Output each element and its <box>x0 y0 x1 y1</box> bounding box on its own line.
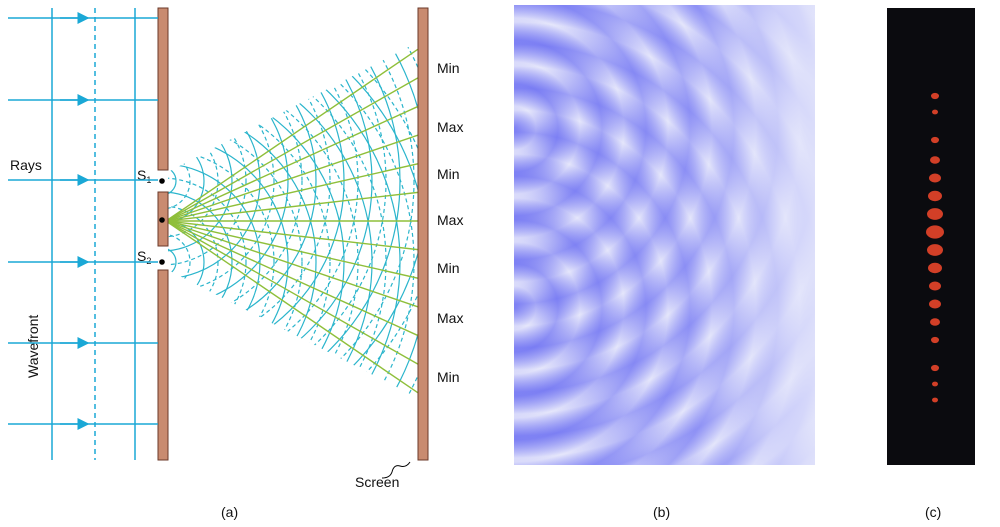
wave-arc <box>168 138 205 224</box>
wave-arc <box>168 51 373 398</box>
fringe-spot <box>927 208 943 220</box>
fringe-spot <box>932 381 938 387</box>
barrier <box>157 7 169 171</box>
wave-arc <box>168 177 247 347</box>
wave-arc <box>168 42 415 398</box>
fringe-spot <box>931 92 939 100</box>
screen-position-label: Min <box>437 166 460 182</box>
fringe-spot <box>926 225 944 239</box>
fringe-spot <box>928 190 942 202</box>
wave-arc <box>168 219 205 305</box>
wave-arc <box>168 42 331 350</box>
barrier <box>157 269 169 461</box>
slit-letter: S <box>137 167 146 183</box>
wave-arc <box>168 191 233 333</box>
interference-line <box>168 220 418 252</box>
fringe-spot <box>927 244 943 256</box>
screen-position-label: Max <box>437 119 463 135</box>
interference-line <box>168 100 418 222</box>
interference-line <box>168 130 418 222</box>
wave-arc <box>168 82 261 280</box>
screen-label: Screen <box>355 474 399 490</box>
wave-arc <box>168 42 303 322</box>
wave-arc <box>168 110 233 252</box>
caption: (a) <box>221 504 238 520</box>
slit-sub: 2 <box>146 256 151 266</box>
wavefront-label: Wavefront <box>25 315 41 378</box>
wave-arc <box>168 65 359 398</box>
fringe-spot <box>931 136 939 144</box>
wave-arc <box>168 163 261 361</box>
fringe-spot <box>931 336 939 344</box>
wave-arc <box>168 233 191 291</box>
fringe-spot <box>932 397 938 403</box>
wave-arc <box>168 42 415 398</box>
wave-arc <box>168 42 359 378</box>
fringe-spot <box>930 156 940 164</box>
screen-position-label: Min <box>437 369 460 385</box>
panel-b: (b) <box>514 5 815 520</box>
screen-pointer <box>381 461 411 479</box>
wave-arc <box>168 68 275 294</box>
wave-arc <box>168 149 275 375</box>
interference-line <box>168 70 418 222</box>
wave-arc <box>168 42 317 336</box>
wave-arc <box>168 93 331 398</box>
screen <box>417 7 429 461</box>
wave-arc <box>168 42 373 392</box>
interference-pattern <box>168 42 418 398</box>
slit-dot <box>159 217 165 223</box>
interference-line <box>168 220 418 372</box>
fringe-spot <box>929 281 941 291</box>
fringe-spot <box>931 364 939 372</box>
caption: (c) <box>925 504 941 520</box>
panel-a: Rays Wavefront S1 S2 Screen (a) MinMaxMi… <box>8 7 463 520</box>
screen-position-label: Max <box>437 212 463 228</box>
fringe-spot <box>932 109 938 115</box>
wave-arc <box>168 42 418 398</box>
fringe-spot <box>930 318 940 326</box>
slit-dot <box>159 259 165 265</box>
slit-label: S1 <box>137 167 151 185</box>
fringe-spot <box>929 299 941 309</box>
wave-arc <box>168 54 289 308</box>
fringe-spot <box>928 262 942 274</box>
wave-arc <box>168 166 177 196</box>
screen-position-label: Max <box>437 310 463 326</box>
interference-line <box>168 160 418 222</box>
wave-arc <box>168 121 303 398</box>
slit-dot <box>159 178 165 184</box>
slit-letter: S <box>137 248 146 264</box>
caption: (b) <box>653 504 670 520</box>
wave-arc <box>168 42 401 398</box>
wave-arc <box>168 107 317 398</box>
panel-c: (c) <box>887 8 975 520</box>
wave-arc <box>168 152 191 210</box>
interference-line <box>168 220 418 342</box>
slit-label: S2 <box>137 248 151 266</box>
wave-arc <box>168 42 418 398</box>
rays-label: Rays <box>10 157 42 173</box>
interference-line <box>168 42 418 222</box>
interference-line <box>168 220 418 282</box>
wave-arc <box>168 247 177 277</box>
wave-fade <box>514 5 815 465</box>
interference-line <box>168 220 418 312</box>
interference-line <box>168 220 418 398</box>
wave-arc <box>168 42 418 398</box>
screen-position-label: Min <box>437 260 460 276</box>
screen-position-label: Min <box>437 60 460 76</box>
interference-line <box>168 190 418 222</box>
fringe-spot <box>929 173 941 183</box>
wave-arc <box>168 96 247 266</box>
